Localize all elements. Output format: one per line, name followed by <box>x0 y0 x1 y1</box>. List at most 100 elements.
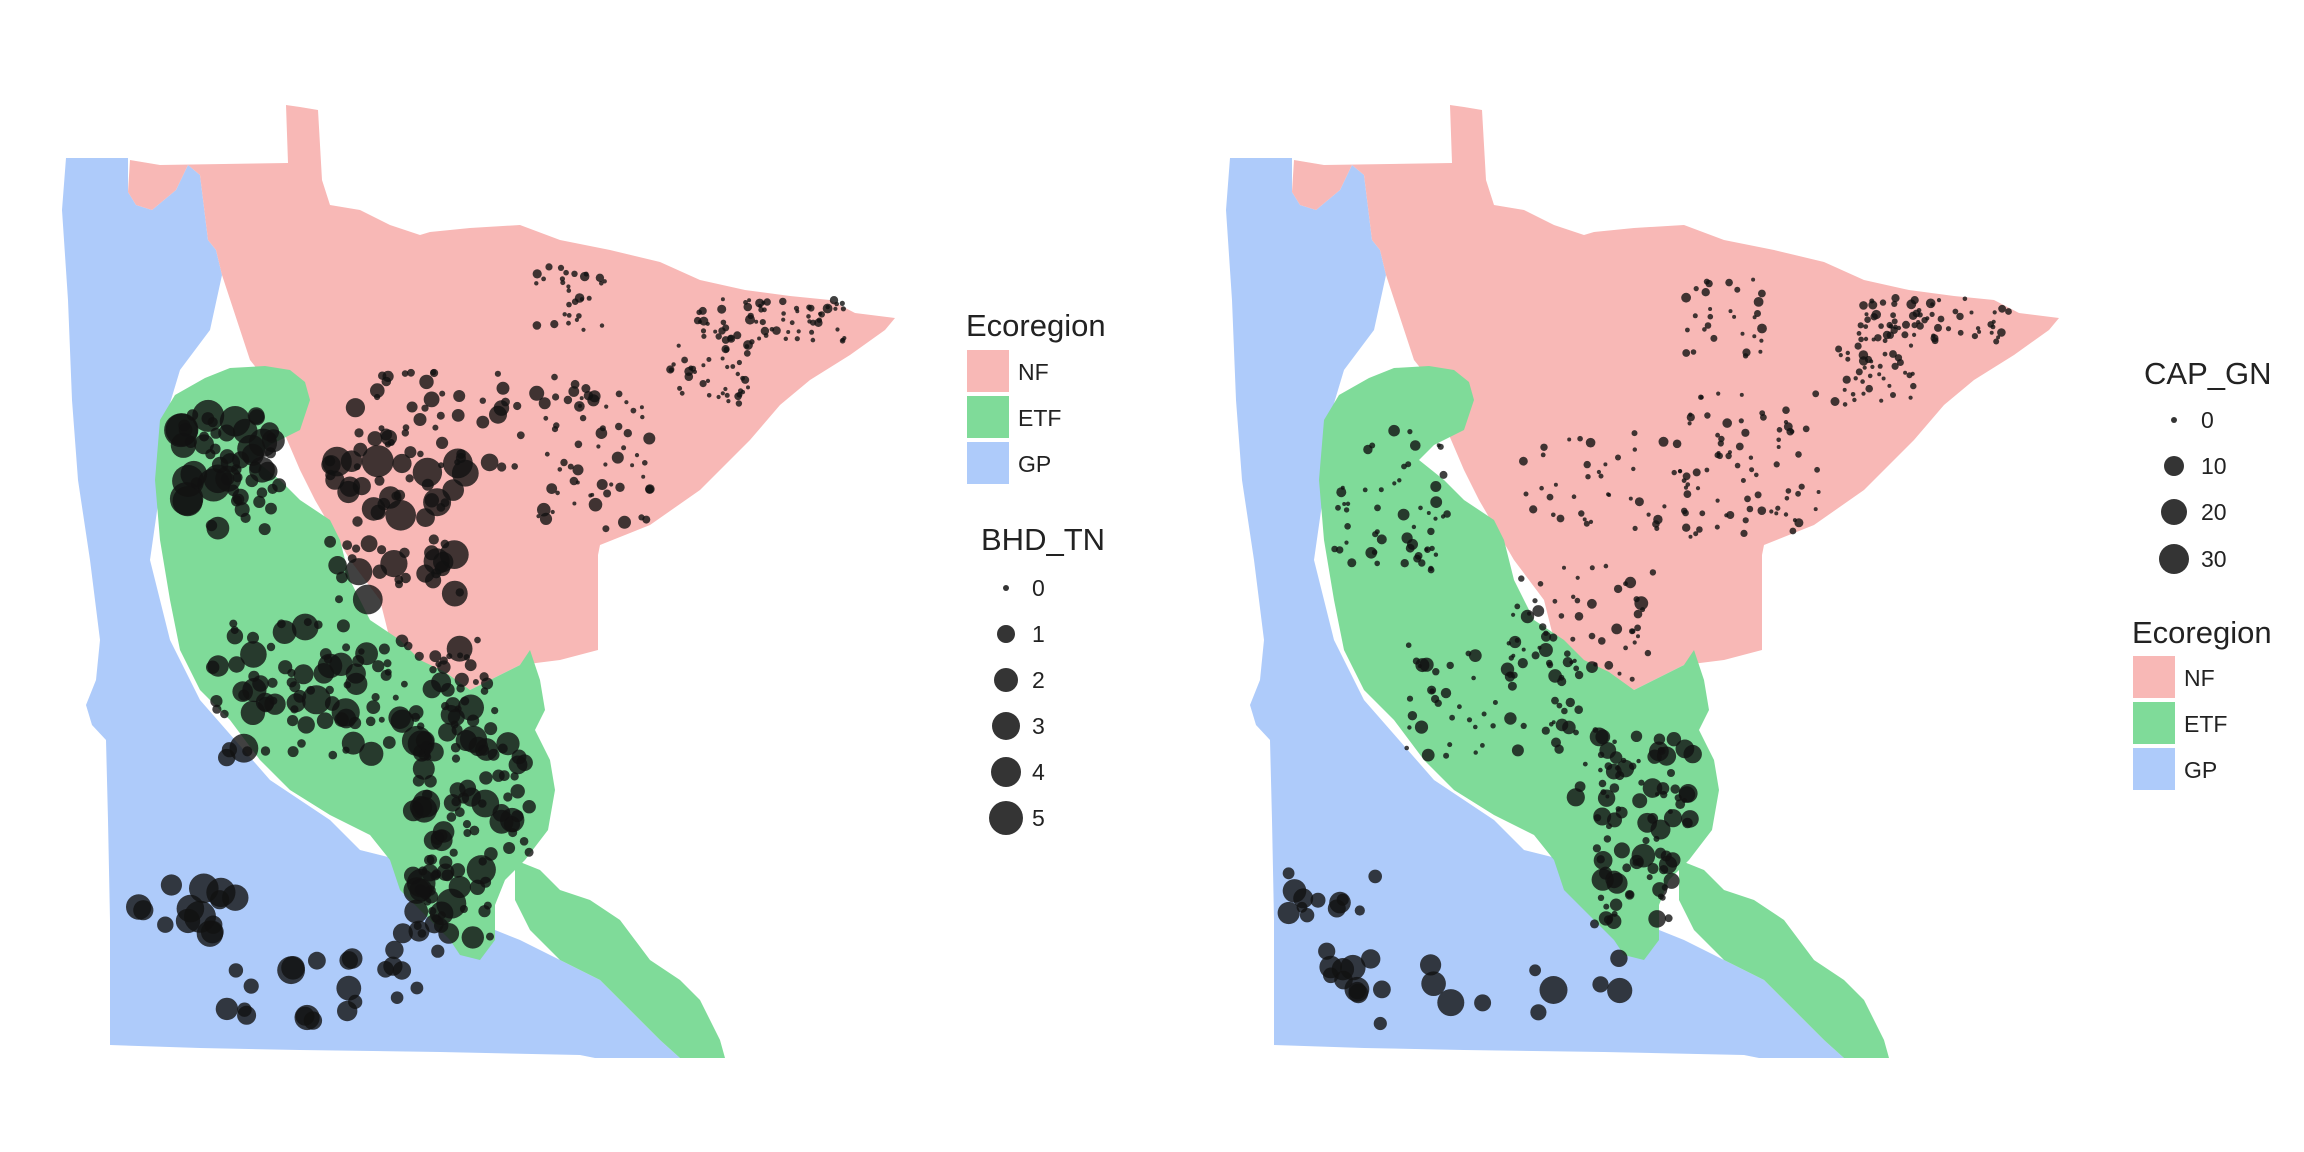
site-point-85 <box>1882 351 1888 357</box>
site-point-449 <box>383 659 392 668</box>
site-point-98 <box>723 346 730 353</box>
site-point-234 <box>436 436 449 449</box>
site-point-55 <box>762 307 767 313</box>
site-point-76 <box>1852 397 1857 403</box>
site-point-4 <box>1882 338 1888 344</box>
site-point-13 <box>781 311 786 316</box>
site-point-196 <box>439 390 446 397</box>
site-point-70 <box>1908 343 1914 348</box>
site-point-139 <box>566 288 572 293</box>
site-point-25 <box>1957 329 1964 336</box>
site-point-295 <box>412 457 443 488</box>
site-point-512 <box>1603 835 1612 843</box>
site-point-251 <box>436 411 445 420</box>
site-point-485 <box>1649 741 1669 762</box>
site-point-526 <box>1622 863 1632 873</box>
site-point-278 <box>374 475 385 486</box>
site-point-393 <box>1561 707 1568 715</box>
site-point-42 <box>1934 323 1942 332</box>
site-point-429 <box>1574 705 1583 714</box>
site-point-630 <box>277 956 305 985</box>
site-point-494 <box>447 708 465 726</box>
site-point-446 <box>1609 783 1620 793</box>
site-point-173 <box>615 482 625 492</box>
site-point-96 <box>668 367 674 373</box>
site-point-178 <box>552 393 560 401</box>
site-point-401 <box>242 746 253 757</box>
site-point-170 <box>1688 534 1693 539</box>
site-point-359 <box>1365 547 1377 559</box>
site-point-366 <box>1374 529 1380 535</box>
site-point-272 <box>1509 635 1522 649</box>
site-point-340 <box>256 487 268 499</box>
site-point-406 <box>1449 714 1455 721</box>
site-point-72 <box>676 343 681 348</box>
site-point-94 <box>730 364 736 369</box>
site-point-437 <box>1666 732 1682 747</box>
site-point-126 <box>602 279 607 284</box>
site-point-362 <box>1414 552 1423 560</box>
site-point-99 <box>705 378 711 383</box>
site-point-131 <box>571 270 578 277</box>
site-point-111 <box>1742 348 1751 357</box>
site-point-371 <box>1427 527 1435 536</box>
site-point-409 <box>1508 655 1514 661</box>
site-point-7 <box>1891 300 1898 307</box>
site-point-480 <box>401 680 408 688</box>
site-point-297 <box>1574 670 1584 680</box>
site-point-318 <box>1532 598 1538 604</box>
site-point-300 <box>1520 609 1535 624</box>
site-point-130 <box>545 263 553 271</box>
site-point-501 <box>341 731 365 755</box>
site-point-201 <box>497 462 507 472</box>
site-point-58 <box>1996 335 2001 340</box>
site-point-298 <box>1613 584 1623 594</box>
site-point-249 <box>480 453 499 472</box>
site-point-137 <box>563 269 569 276</box>
size-key-2 <box>994 668 1018 692</box>
site-point-255 <box>1519 456 1528 466</box>
site-point-626 <box>308 951 326 970</box>
site-point-283 <box>451 459 479 487</box>
site-point-203 <box>1744 495 1751 503</box>
site-point-639 <box>390 991 404 1004</box>
site-point-342 <box>1397 508 1410 521</box>
site-point-136 <box>1740 331 1745 336</box>
site-point-490 <box>1615 806 1628 819</box>
site-point-44 <box>1992 310 1997 315</box>
site-point-133 <box>1685 327 1690 333</box>
site-point-220 <box>494 370 501 377</box>
site-point-523 <box>1659 894 1666 901</box>
site-point-286 <box>1521 647 1526 652</box>
site-point-244 <box>570 379 580 389</box>
site-point-181 <box>1741 428 1750 437</box>
site-point-279 <box>1571 594 1576 599</box>
site-point-496 <box>484 722 498 736</box>
site-point-191 <box>1715 498 1720 503</box>
site-point-200 <box>417 450 424 458</box>
site-point-562 <box>1340 954 1366 981</box>
site-point-36 <box>779 297 787 306</box>
site-point-385 <box>1504 712 1517 725</box>
site-point-174 <box>560 458 568 467</box>
site-point-319 <box>1549 633 1558 642</box>
site-point-269 <box>1570 636 1576 642</box>
site-point-59 <box>1912 309 1921 318</box>
site-point-251 <box>1551 512 1556 518</box>
site-point-145 <box>640 414 645 420</box>
site-point-494 <box>1597 751 1605 758</box>
site-point-15 <box>1878 323 1884 329</box>
site-point-232 <box>553 422 560 429</box>
site-point-51 <box>718 327 726 335</box>
site-point-186 <box>1784 496 1790 501</box>
size-key-5 <box>989 801 1023 835</box>
nf-region <box>128 105 895 690</box>
size-label-3: 30 <box>2201 546 2227 572</box>
legend-label-gp: GP <box>2184 757 2217 783</box>
site-point-16 <box>1998 304 2006 313</box>
site-point-425 <box>287 668 296 678</box>
site-point-538 <box>424 775 437 788</box>
site-point-388 <box>247 631 259 644</box>
size-key-4 <box>991 757 1021 787</box>
site-point-115 <box>1701 288 1710 297</box>
